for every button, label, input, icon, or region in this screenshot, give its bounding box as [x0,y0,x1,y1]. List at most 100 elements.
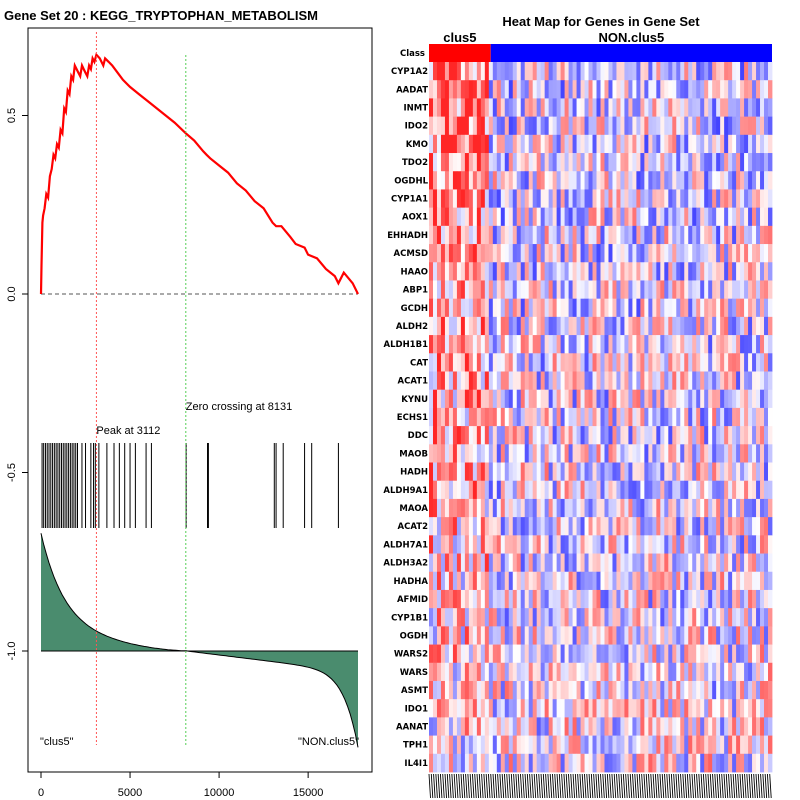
heatmap-cell [740,371,745,391]
heatmap-cell [692,80,697,99]
heatmap-cell [632,517,637,536]
heatmap-cell [624,134,629,154]
heatmap-cell [648,298,653,318]
heatmap-cell [740,407,745,427]
heatmap-cell [516,262,522,281]
heatmap-cell [736,480,741,500]
heatmap-cell [680,753,685,773]
heatmap-cell [492,153,498,172]
heatmap-cell [648,244,653,263]
heatmap-cell [708,517,713,536]
heatmap-cell [492,498,498,518]
heatmap-cell [432,462,438,482]
right-class-label: "NON.clus5" [298,736,359,748]
heatmap-cell [436,535,442,554]
y-tick-label: -1.0 [6,642,18,661]
heatmap-cell [696,480,701,500]
heatmap-cell [460,608,466,627]
heatmap-cell [524,262,530,281]
heatmap-cell [768,517,773,536]
heatmap-cell [572,62,577,81]
heatmap-cell [596,644,601,664]
heatmap-cell [532,98,538,118]
heatmap-cell [624,262,629,281]
sample-label-mark [508,773,511,799]
heatmap-cell [432,571,438,591]
heatmap-cell [700,116,705,136]
heatmap-cell [564,262,569,281]
heatmap-cell [660,98,665,118]
heatmap-cell [528,517,534,536]
heatmap-cell [732,571,737,591]
heatmap-cell [632,62,637,81]
heatmap-cell [592,62,597,81]
heatmap-cell [704,262,709,281]
heatmap-cell [444,735,450,755]
heatmap-cell [500,517,506,536]
heatmap-cell [760,407,765,427]
heatmap-cell [448,662,454,682]
heatmap-cell [616,589,621,609]
heatmap-cell [688,298,693,318]
heatmap-cell [704,153,709,172]
sample-label-mark [666,773,669,799]
heatmap-cell [648,498,653,518]
heatmap-cell [516,171,522,190]
heatmap-cell [644,225,649,245]
heatmap-cell [500,353,506,372]
heatmap-cell [704,62,709,81]
heatmap-cell [512,389,518,409]
heatmap-cell [520,680,526,700]
heatmap-cell [748,535,753,554]
heatmap-cell [456,517,462,536]
heatmap-cell [664,407,669,427]
sample-label-mark [627,773,630,799]
heatmap-cell [520,80,526,99]
heatmap-cell [700,553,705,573]
heatmap-cell [704,426,709,445]
sample-label-mark [572,773,576,799]
heatmap-cell [612,189,617,209]
heatmap-cell [429,389,434,409]
heatmap-cell [720,262,725,281]
heatmap-cell [508,535,514,554]
heatmap-cell [576,589,581,609]
heatmap-cell [524,662,530,682]
heatmap-cell [728,753,733,773]
heatmap-cell [520,717,526,736]
heatmap-cell [724,426,729,445]
heatmap-cell [524,171,530,190]
heatmap-cell [752,480,757,500]
heatmap-cell [744,753,749,773]
heatmap-cell [576,680,581,700]
heatmap-cell [644,753,649,773]
heatmap-cell [468,480,474,500]
heatmap-cell [504,680,510,700]
heatmap-cell [572,244,577,263]
heatmap-cell [548,535,554,554]
heatmap-cell [728,444,733,463]
heatmap-cell [732,680,737,700]
heatmap-cell [528,207,534,227]
heatmap-cell [756,644,761,664]
heatmap-cell [480,171,486,190]
heatmap-cell [728,699,733,718]
heatmap-cell [584,62,589,81]
heatmap-cell [536,280,542,300]
heatmap-cell [528,171,534,190]
heatmap-cell [592,644,597,664]
heatmap-cell [656,298,661,318]
heatmap-cell [520,335,526,354]
heatmap-cell [560,262,566,281]
heatmap-cell [460,553,466,573]
heatmap-cell [768,535,773,554]
heatmap-cell [700,644,705,664]
heatmap-cell [608,462,613,482]
sample-label-mark [538,773,541,799]
heatmap-cell [684,662,689,682]
heatmap-cell [452,571,458,591]
heatmap-cell [664,626,669,645]
sample-label-mark [702,773,706,799]
heatmap-cell [444,498,450,518]
heatmap-cell [684,535,689,554]
